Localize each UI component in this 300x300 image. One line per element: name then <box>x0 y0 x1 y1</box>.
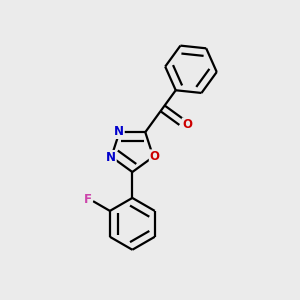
Text: F: F <box>84 193 92 206</box>
Text: O: O <box>150 150 160 163</box>
Text: N: N <box>114 125 124 138</box>
Text: O: O <box>183 118 193 131</box>
Text: N: N <box>106 151 116 164</box>
